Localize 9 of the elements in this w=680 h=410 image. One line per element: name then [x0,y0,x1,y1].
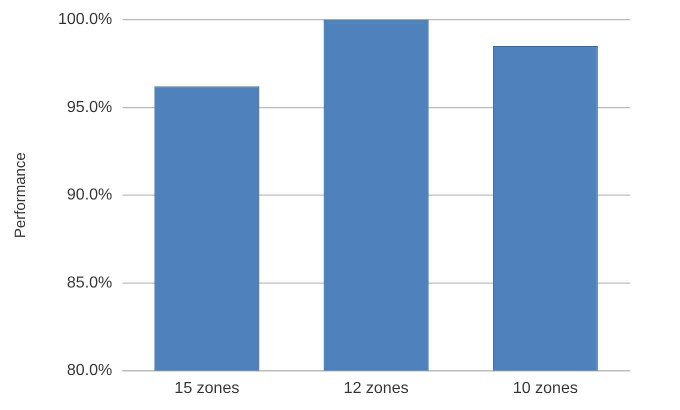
y-tick-label: 100.0% [58,11,112,28]
x-tick-label: 15 zones [174,380,240,397]
x-tick-label: 12 zones [344,380,409,397]
y-axis-title: Performance [12,152,30,238]
y-tick-label: 80.0% [66,362,112,380]
y-tick-label: 85.0% [66,274,112,292]
y-tick-label: 95.0% [66,98,112,116]
x-tick-label: 10 zones [512,380,578,397]
y-tick-label: 90.0% [66,186,112,204]
